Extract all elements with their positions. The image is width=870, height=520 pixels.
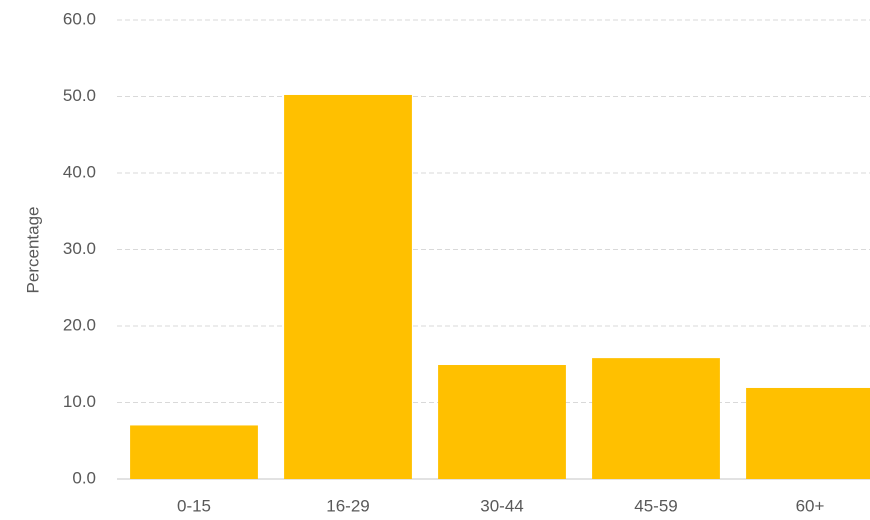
x-tick-label: 60+: [796, 496, 825, 515]
y-tick-label: 10.0: [63, 392, 96, 411]
y-tick-label: 20.0: [63, 315, 96, 334]
y-tick-label: 0.0: [72, 468, 96, 487]
x-tick-label: 0-15: [177, 496, 211, 515]
bar: [130, 425, 258, 479]
bar: [438, 365, 566, 479]
x-tick-label: 30-44: [480, 496, 523, 515]
y-tick-label: 50.0: [63, 86, 96, 105]
y-axis-label: Percentage: [23, 207, 42, 294]
bar: [746, 387, 870, 479]
x-tick-label: 45-59: [634, 496, 677, 515]
x-tick-label: 16-29: [326, 496, 369, 515]
y-tick-label: 30.0: [63, 239, 96, 258]
bar: [284, 94, 412, 479]
y-tick-label: 60.0: [63, 9, 96, 28]
y-tick-label: 40.0: [63, 162, 96, 181]
bar: [592, 358, 720, 479]
